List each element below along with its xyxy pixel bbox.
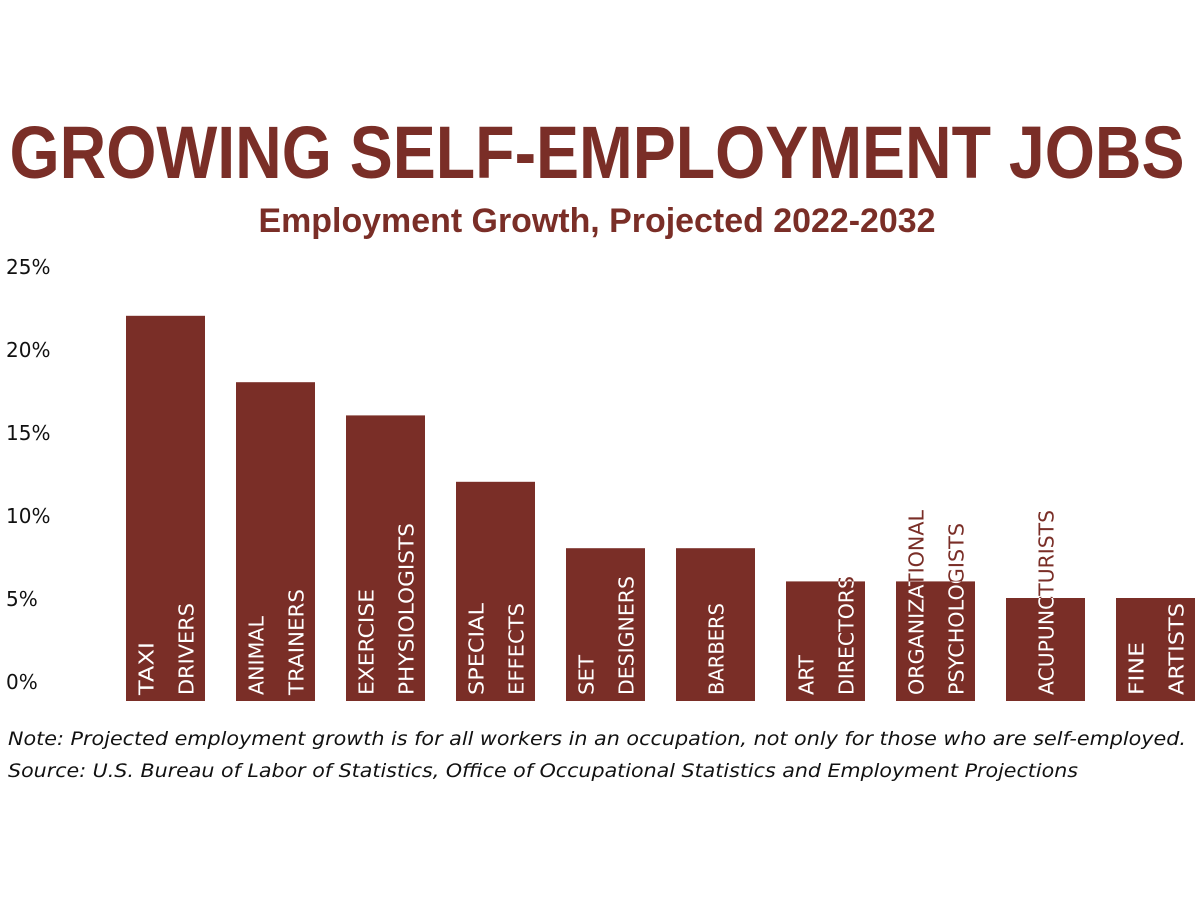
bar: [566, 548, 645, 701]
bar-label: PHYSIOLOGISTS: [395, 523, 419, 695]
bar-label: EFFECTS: [505, 603, 529, 695]
bar-label: BARBERS: [705, 603, 729, 695]
bar-label: SET: [575, 654, 599, 695]
bar: [676, 548, 755, 701]
bar-label: DESIGNERS: [615, 576, 639, 695]
bar: [346, 415, 425, 701]
bar-label: ORGANIZATIONAL: [905, 509, 929, 695]
bar-group: FINE ARTISTS: [1116, 598, 1195, 701]
y-tick-label: 15%: [6, 421, 50, 445]
y-tick-label: 5%: [6, 587, 38, 611]
bar: [1116, 598, 1195, 701]
bar-label: PSYCHOLOGISTS: [945, 523, 969, 695]
bar-group: TAXI DRIVERS: [126, 315, 205, 701]
chart-note: Note: Projected employment growth is for…: [8, 728, 1186, 750]
bar-group: SPECIAL EFFECTS: [456, 481, 535, 701]
bar-group: BARBERS: [676, 548, 755, 701]
bars: TAXI DRIVERS ANIMAL TRAINERS EXERCISE PHYSIOL…: [126, 315, 1195, 701]
chart-source: Source: U.S. Bureau of Labor of Statisti…: [8, 760, 1078, 782]
y-tick-label: 25%: [6, 255, 50, 279]
bar: [126, 315, 205, 701]
y-tick-label: 20%: [6, 338, 50, 362]
bar-label: ACUPUNCTURISTS: [1035, 510, 1059, 695]
bar-group: ACUPUNCTURISTS: [1006, 510, 1085, 701]
bar-group: EXERCISE PHYSIOLOGISTS: [346, 415, 425, 701]
bar-label: EXERCISE: [355, 589, 379, 695]
bar-group: ANIMAL TRAINERS: [236, 382, 315, 701]
bar: [896, 581, 975, 701]
y-axis: 0% 5% 10% 15% 20% 25%: [6, 255, 50, 694]
bar-label: ARTISTS: [1165, 603, 1189, 695]
y-tick-label: 10%: [6, 504, 50, 528]
bar-label: TRAINERS: [285, 589, 309, 696]
bar-label: FINE: [1125, 642, 1149, 695]
bar-label: SPECIAL: [465, 602, 489, 695]
chart-title: GROWING SELF-EMPLOYMENT JOBS: [10, 111, 1185, 194]
bar: [456, 481, 535, 701]
chart-subtitle: Employment Growth, Projected 2022-2032: [259, 202, 936, 240]
bar-label: ART: [795, 654, 819, 695]
bar: [236, 382, 315, 701]
bar-label: DIRECTORS: [835, 576, 859, 695]
bar-label: DRIVERS: [175, 603, 199, 695]
bar-label: ANIMAL: [245, 615, 269, 695]
y-tick-label: 0%: [6, 670, 38, 694]
bar-group: SET DESIGNERS: [566, 548, 645, 701]
bar: [786, 581, 865, 701]
bar-group: ART DIRECTORS: [786, 576, 865, 701]
bar-label: TAXI: [135, 642, 159, 696]
bar: [1006, 598, 1085, 701]
bar-group: ORGANIZATIONAL PSYCHOLOGISTS: [896, 509, 975, 701]
